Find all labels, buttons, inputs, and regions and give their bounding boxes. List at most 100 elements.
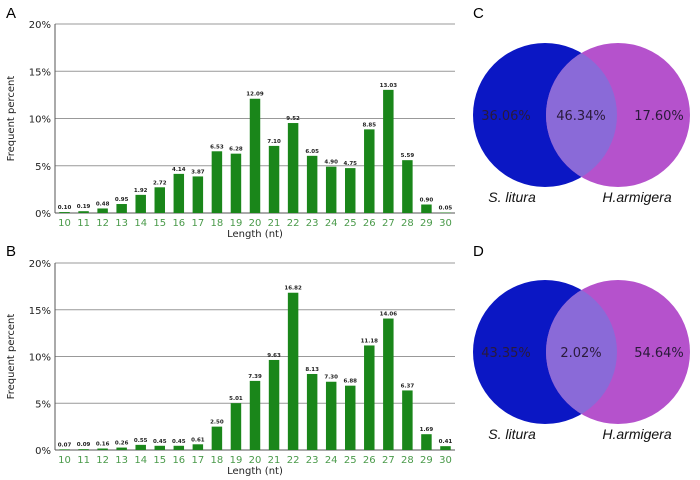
bar (383, 89, 394, 213)
y-tick-label: 20% (29, 259, 51, 270)
data-label: 0.48 (96, 201, 110, 207)
data-label: 2.72 (153, 180, 167, 186)
y-tick-label: 0% (35, 209, 51, 220)
data-label: 0.16 (96, 442, 110, 448)
x-tick-label: 25 (344, 455, 357, 466)
y-axis-label: Frequent percent (6, 76, 17, 162)
data-label: 12.09 (246, 92, 264, 98)
x-tick-label: 28 (401, 455, 414, 466)
x-tick-label: 10 (58, 455, 71, 466)
bar (135, 444, 146, 450)
y-tick-label: 5% (35, 162, 51, 173)
data-label: 11.18 (361, 338, 379, 344)
y-tick-label: 15% (29, 306, 51, 317)
bar-chart-B: B 0% 5% 10% 15% 20% 0.07 10 0.09 11 0.16 12 0.26 13 0.… (6, 243, 455, 477)
bar (230, 153, 242, 213)
data-label: 6.37 (401, 383, 415, 389)
data-label: 0.05 (439, 206, 453, 212)
x-tick-label: 18 (211, 218, 224, 229)
y-tick-label: 5% (35, 399, 51, 410)
x-tick-label: 10 (58, 218, 71, 229)
bar (78, 211, 89, 213)
bar (402, 160, 413, 213)
data-label: 0.45 (172, 439, 186, 445)
bar (59, 449, 70, 450)
x-tick-label: 14 (134, 455, 147, 466)
bar (59, 212, 70, 213)
data-label: 1.92 (134, 188, 148, 194)
venn-left-value: 43.35% (481, 346, 531, 361)
x-tick-label: 12 (96, 455, 109, 466)
data-label: 8.13 (305, 367, 319, 373)
data-label: 6.88 (343, 379, 357, 385)
bar (249, 98, 261, 213)
bar (325, 166, 337, 213)
x-tick-label: 21 (268, 455, 281, 466)
x-tick-label: 13 (115, 218, 128, 229)
x-tick-label: 15 (153, 455, 166, 466)
bar (268, 359, 280, 450)
x-tick-label: 28 (401, 218, 414, 229)
bar (364, 345, 375, 450)
data-label: 0.55 (134, 438, 148, 444)
y-tick-label: 0% (35, 446, 51, 457)
x-tick-label: 25 (344, 218, 357, 229)
y-tick-label: 15% (29, 67, 51, 78)
x-tick-label: 30 (439, 218, 452, 229)
x-tick-label: 13 (115, 455, 128, 466)
panel-label: C (473, 5, 484, 22)
data-label: 0.10 (58, 205, 72, 211)
bar (383, 318, 394, 450)
bar (116, 204, 127, 213)
bar (402, 390, 413, 450)
venn-overlap-value: 46.34% (556, 109, 606, 124)
bar (154, 187, 165, 213)
data-label: 6.28 (229, 147, 243, 153)
x-tick-label: 19 (230, 455, 243, 466)
venn-diagram-D: D 43.35% 2.02% 54.64% S. litura H.armigera (473, 243, 690, 442)
data-label: 0.95 (115, 197, 129, 203)
x-tick-label: 17 (191, 455, 204, 466)
data-label: 16.82 (284, 286, 302, 292)
bar (192, 176, 204, 213)
bar-chart-A: A 0% 5% 10% 15% 20% 0.10 10 0.19 11 0.48 12 0.95 13 1.… (6, 5, 455, 240)
x-tick-label: 11 (77, 218, 90, 229)
venn-set-label: S. litura (488, 189, 536, 205)
venn-overlap (546, 280, 617, 424)
data-label: 13.03 (380, 83, 398, 89)
data-label: 4.75 (343, 161, 357, 167)
x-tick-label: 16 (172, 455, 185, 466)
x-tick-label: 16 (172, 218, 185, 229)
data-label: 4.90 (324, 160, 338, 166)
data-label: 0.19 (77, 204, 91, 210)
x-tick-label: 21 (268, 218, 281, 229)
data-label: 0.61 (191, 437, 205, 443)
x-tick-label: 23 (306, 218, 319, 229)
bar (287, 123, 299, 213)
bar (287, 292, 299, 450)
data-label: 14.06 (380, 312, 398, 318)
bar (97, 448, 108, 450)
bar (364, 129, 375, 213)
y-tick-label: 10% (29, 115, 51, 126)
data-label: 4.14 (172, 167, 186, 173)
bar (211, 151, 223, 213)
x-tick-label: 17 (191, 218, 204, 229)
venn-right-value: 54.64% (634, 346, 684, 361)
data-label: 7.39 (248, 374, 262, 380)
data-label: 9.52 (286, 116, 300, 122)
venn-overlap-value: 2.02% (560, 346, 601, 361)
x-tick-label: 15 (153, 218, 166, 229)
x-tick-label: 11 (77, 455, 90, 466)
bar (268, 145, 280, 213)
data-label: 6.53 (210, 144, 224, 150)
bar (116, 447, 127, 450)
bar (211, 426, 223, 450)
panel-label: B (6, 243, 16, 260)
bar (440, 446, 451, 450)
data-label: 2.50 (210, 420, 224, 426)
x-tick-label: 14 (134, 218, 147, 229)
data-label: 0.09 (77, 442, 91, 448)
